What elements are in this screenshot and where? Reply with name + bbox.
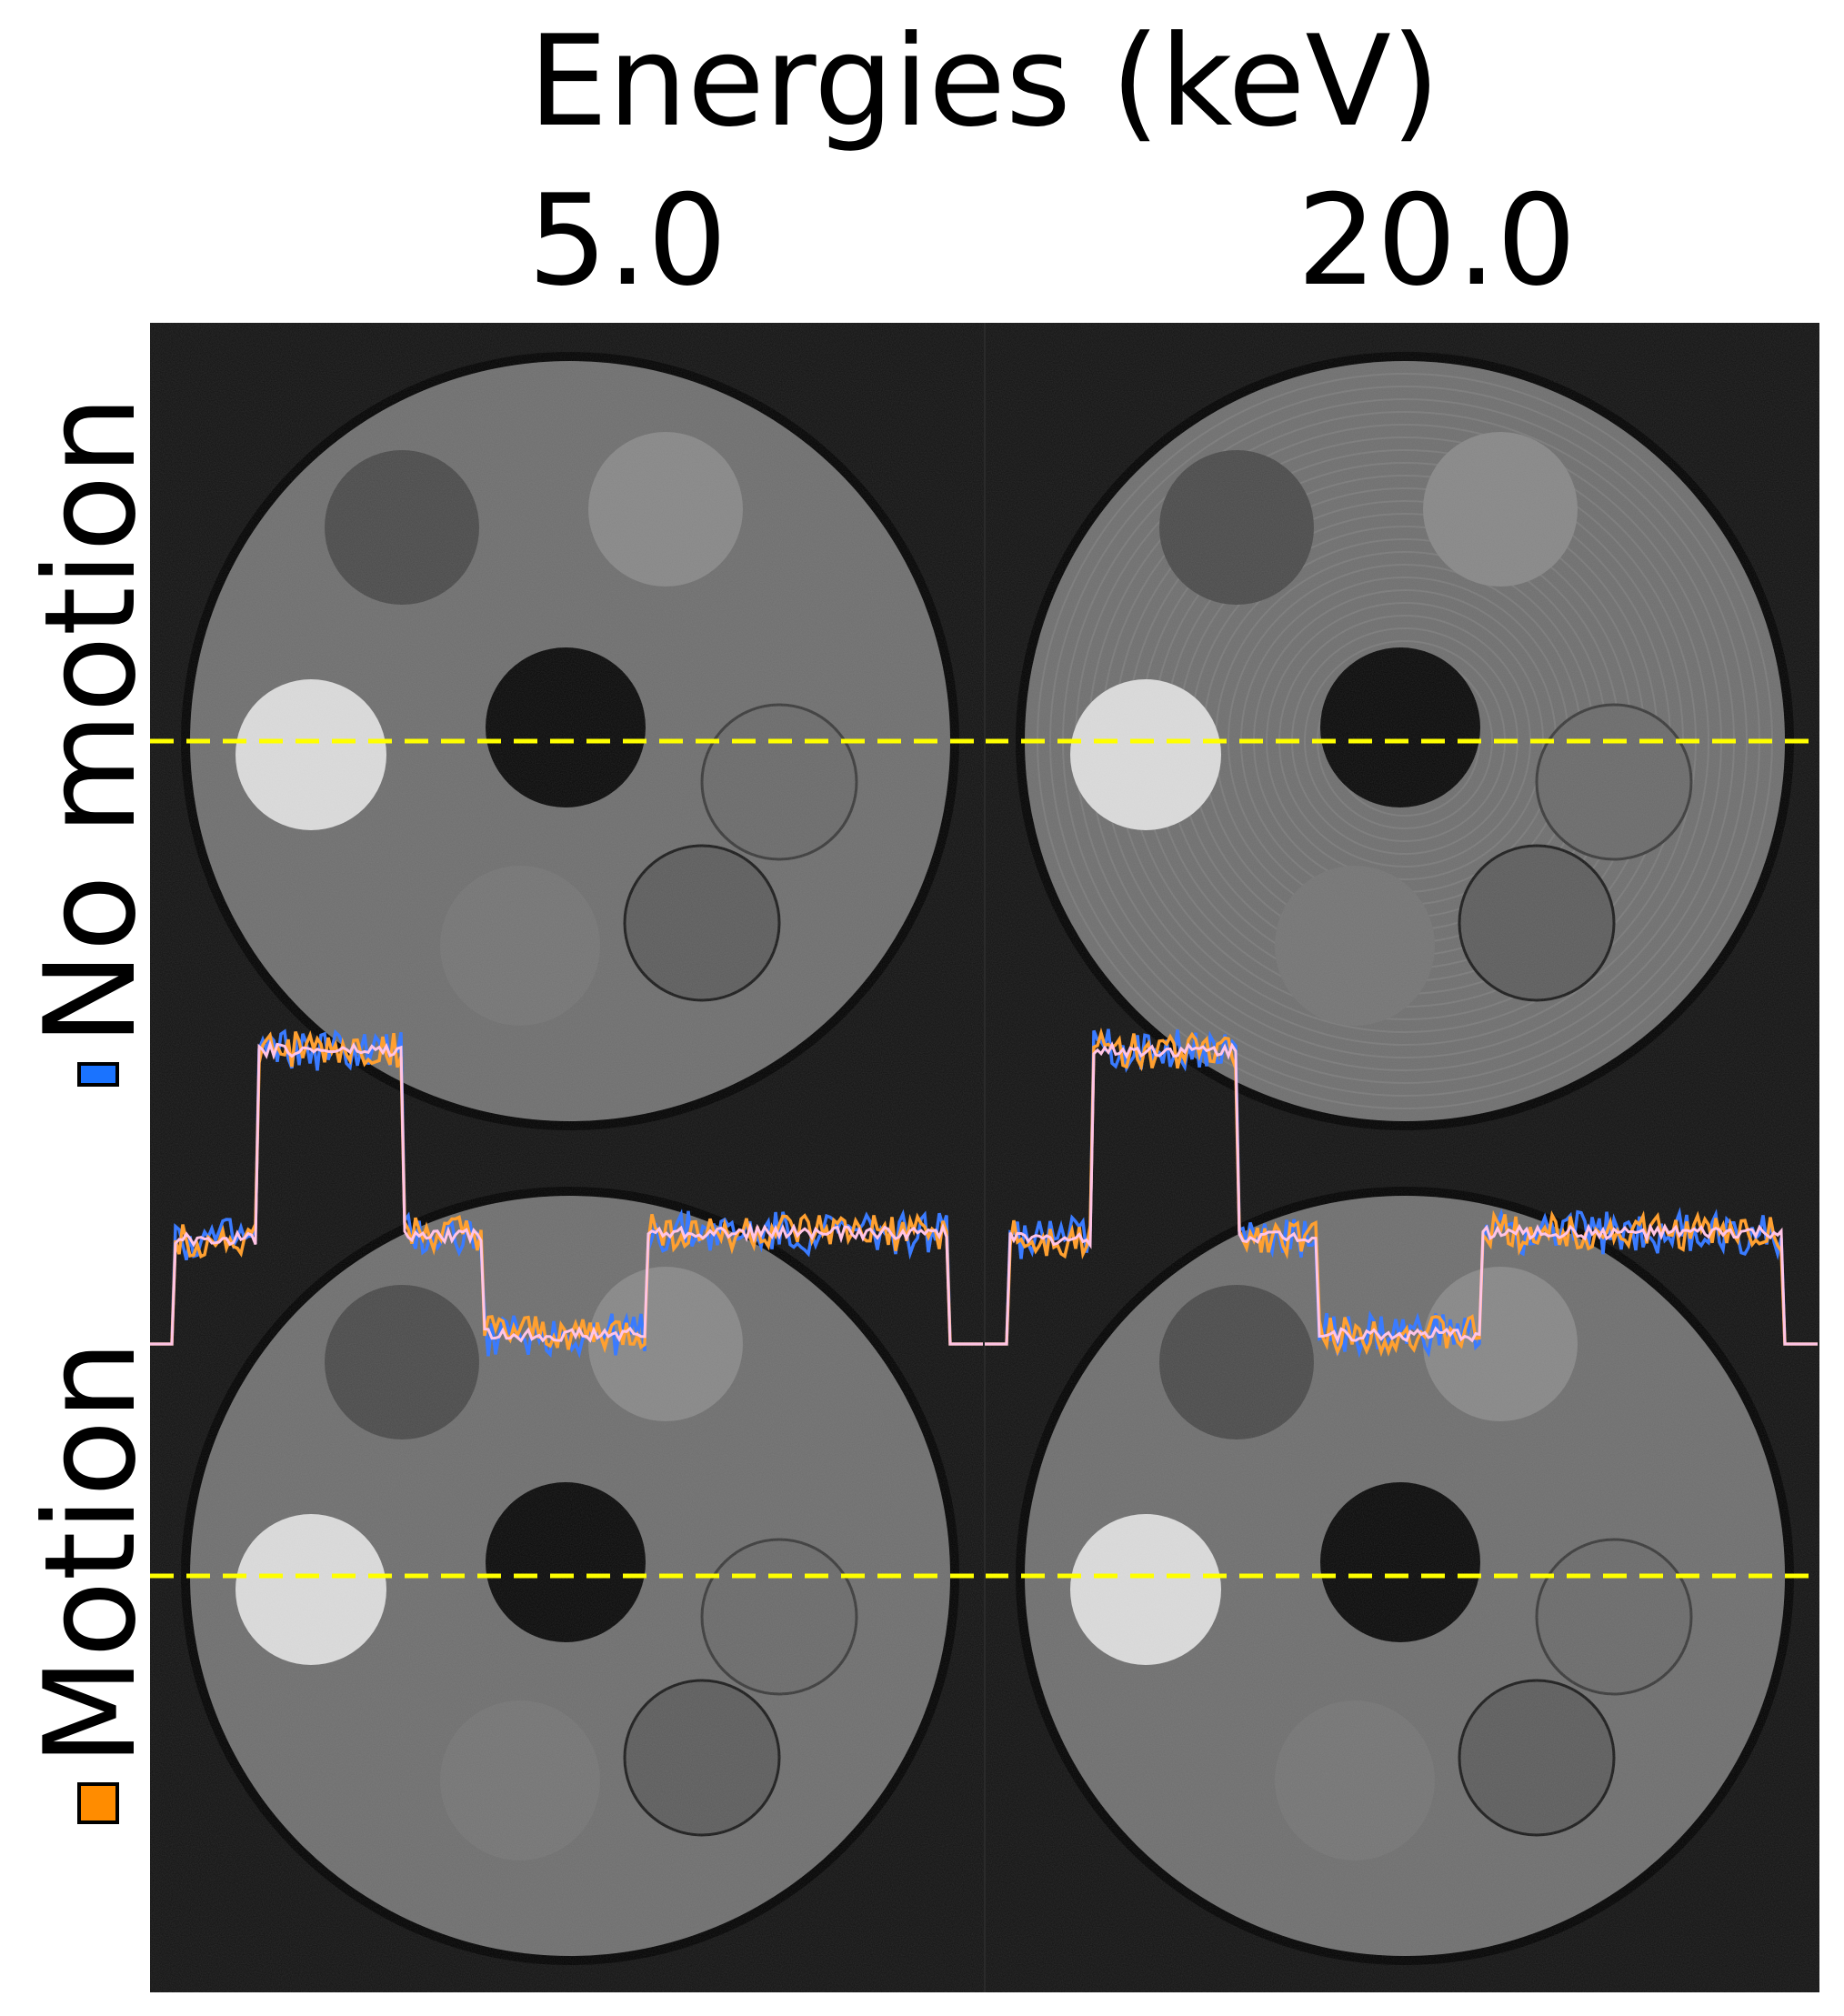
row-label-no-motion: No motion — [17, 396, 164, 1087]
motion-profile — [150, 1030, 983, 1354]
row-label-no-motion-text: No motion — [17, 396, 164, 1046]
no-motion-swatch-icon — [77, 1061, 119, 1087]
column-label-20kev: 20.0 — [1297, 167, 1577, 314]
ct-panel-motion-5kev — [150, 1158, 985, 1992]
row-label-motion-text: Motion — [17, 1340, 164, 1766]
column-label-5kev: 5.0 — [527, 167, 727, 314]
reference-profile — [150, 1039, 983, 1346]
ct-panel-no-motion-20kev — [985, 323, 1819, 1158]
ct-panel-no-motion-5kev — [150, 323, 985, 1158]
figure-title: Energies (keV) — [528, 8, 1440, 155]
reference-profile — [985, 1041, 1818, 1346]
motion-swatch-icon — [77, 1781, 119, 1824]
row-label-motion: Motion — [17, 1264, 164, 1901]
ct-reconstruction-grid — [150, 323, 1819, 1992]
ct-panel-motion-20kev — [985, 1158, 1819, 1992]
